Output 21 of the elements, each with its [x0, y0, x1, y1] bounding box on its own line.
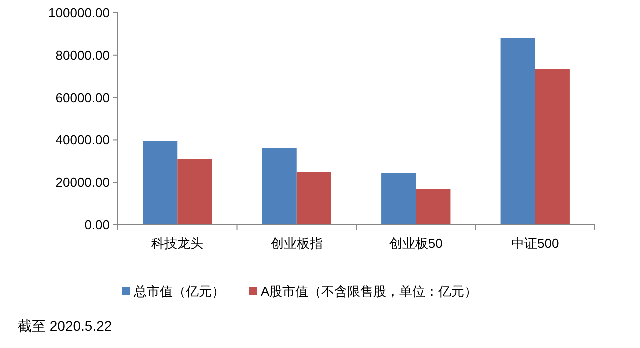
bar [382, 173, 416, 225]
legend-label: A股市值（不含限售股，单位：亿元） [261, 284, 478, 299]
bar [262, 148, 297, 225]
bar [296, 172, 332, 225]
y-tick-label: 40000.00 [56, 132, 110, 148]
x-tick-label: 中证500 [512, 236, 560, 251]
bar [535, 69, 570, 225]
y-tick-label: 60000.00 [56, 90, 110, 106]
bar [500, 38, 536, 225]
legend-label: 总市值（亿元） [133, 284, 225, 299]
x-tick-label: 科技龙头 [152, 236, 204, 251]
y-tick-label: 20000.00 [56, 175, 110, 190]
y-tick-label: 0.00 [84, 218, 110, 232]
y-tick-label: 100000.00 [48, 6, 110, 20]
text: 截至 2020.5.22 [18, 318, 112, 334]
bar [416, 189, 451, 225]
bar [143, 141, 178, 225]
y-tick-label: 80000.00 [56, 48, 110, 63]
x-tick-label: 创业板50 [389, 236, 443, 251]
x-tick-label: 创业板指 [270, 236, 323, 251]
bar [178, 159, 212, 225]
